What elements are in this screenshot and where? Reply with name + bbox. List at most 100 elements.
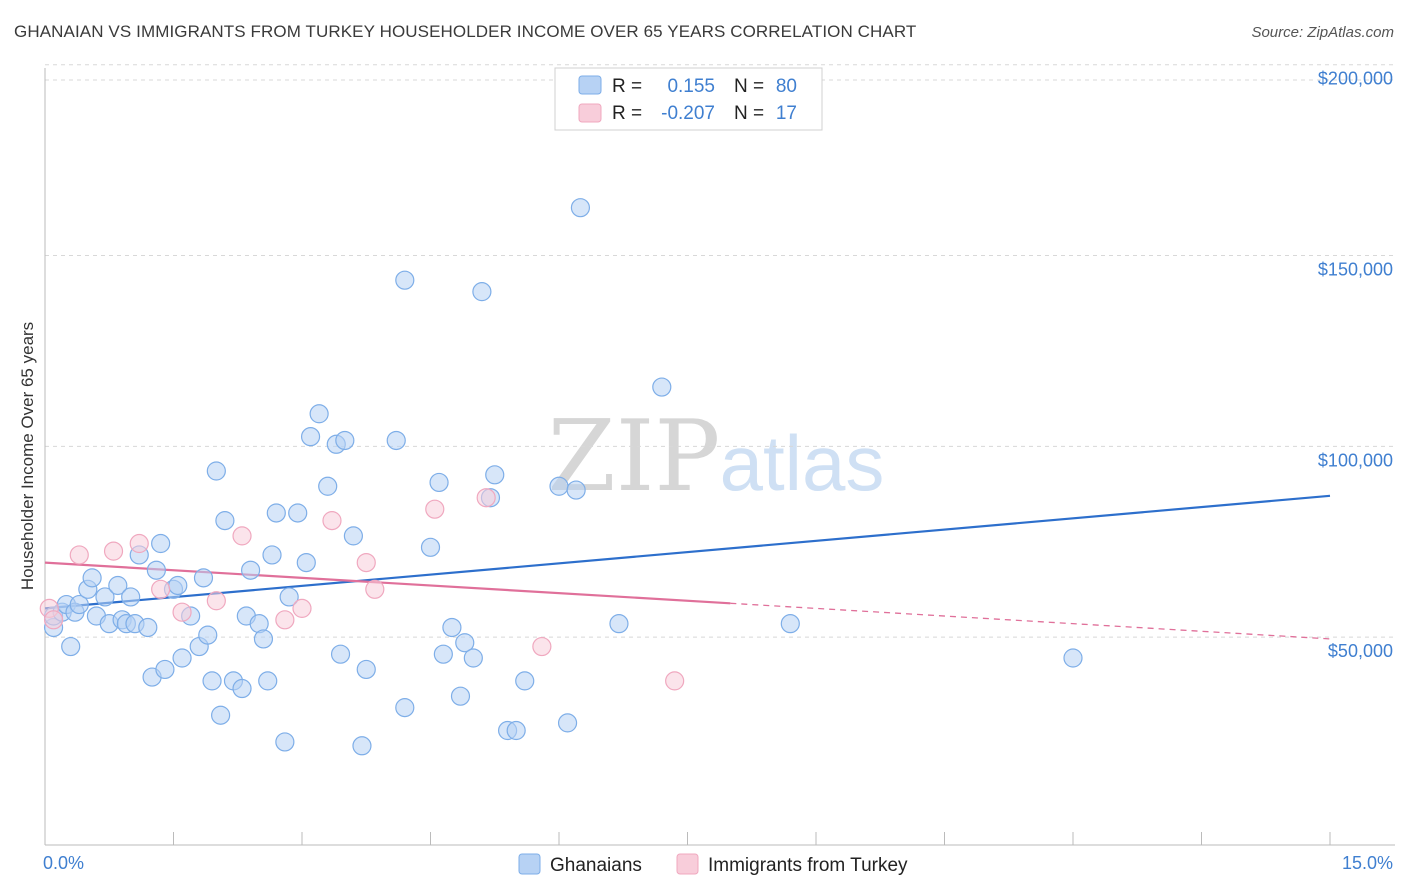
point-ghanaian <box>262 545 282 565</box>
point-ghanaian <box>395 270 415 290</box>
point-ghanaian <box>198 625 218 645</box>
y-tick-label: $200,000 <box>1318 69 1393 89</box>
point-turkey <box>206 591 226 611</box>
point-ghanaian <box>309 404 329 424</box>
point-ghanaian <box>780 614 800 634</box>
point-ghanaian <box>609 614 629 634</box>
axes <box>44 68 1395 846</box>
point-ghanaian <box>455 633 475 653</box>
point-ghanaian <box>549 476 569 496</box>
point-ghanaian <box>193 568 214 588</box>
point-ghanaian <box>463 648 483 668</box>
point-ghanaian <box>318 476 338 496</box>
legend-n-label-1: N = <box>734 76 764 97</box>
point-ghanaian <box>485 465 505 485</box>
point-turkey <box>532 636 552 657</box>
point-ghanaian <box>570 198 591 218</box>
point-ghanaian <box>356 659 376 680</box>
y-tick-label: $50,000 <box>1328 641 1393 661</box>
y-tick-label: $150,000 <box>1318 260 1393 280</box>
legend-r-value-2: -0.207 <box>661 103 715 124</box>
point-ghanaian <box>215 511 235 531</box>
point-ghanaian <box>335 430 355 451</box>
point-turkey <box>103 541 124 561</box>
trend-line-dashed-1 <box>730 602 1331 640</box>
legend-swatch-turkey <box>578 103 602 123</box>
point-ghanaian <box>95 587 115 607</box>
point-ghanaian <box>266 503 286 523</box>
point-ghanaian <box>258 671 278 691</box>
point-turkey <box>356 552 376 573</box>
point-ghanaian <box>121 587 141 607</box>
point-ghanaian <box>138 617 158 638</box>
point-ghanaian <box>288 503 308 523</box>
point-turkey <box>43 610 64 630</box>
point-ghanaian <box>386 430 406 451</box>
point-ghanaian <box>202 671 222 691</box>
point-ghanaian <box>69 594 89 615</box>
point-turkey <box>425 499 445 519</box>
point-ghanaian <box>241 560 261 580</box>
point-ghanaian <box>155 659 175 680</box>
source-attribution: Source: ZipAtlas.com <box>1251 24 1394 41</box>
point-ghanaian <box>472 282 492 302</box>
legend-n-value-2: 17 <box>776 103 797 124</box>
point-ghanaian <box>352 736 372 756</box>
bottom-legend-swatch-ghanaians <box>518 853 541 875</box>
point-ghanaian <box>296 552 316 573</box>
y-tick-label: $100,000 <box>1318 450 1393 470</box>
point-ghanaian <box>506 720 526 741</box>
point-turkey <box>129 533 149 554</box>
point-ghanaian <box>429 472 449 493</box>
tick-labels: $50,000 $100,000 $150,000 $200,000 0.0% 15.0% <box>43 69 1393 873</box>
point-ghanaian <box>1063 648 1083 668</box>
point-turkey <box>232 526 252 546</box>
point-ghanaian <box>330 644 351 664</box>
legend-swatch-ghanaians <box>578 75 602 95</box>
trend-line-0 <box>44 494 1331 610</box>
point-ghanaian <box>253 629 274 649</box>
point-ghanaian <box>515 671 535 691</box>
point-turkey <box>292 598 312 618</box>
point-ghanaian <box>168 575 188 596</box>
legend-n-value-1: 80 <box>776 76 797 97</box>
point-turkey <box>275 610 295 630</box>
point-ghanaian <box>395 698 415 718</box>
point-turkey <box>365 579 385 599</box>
watermark-atlas: atlas <box>720 419 885 507</box>
point-turkey <box>476 488 496 508</box>
legend-n-label-2: N = <box>734 103 764 124</box>
correlation-legend: R = 0.155 N = 80 R = -0.207 N = 17 <box>554 67 823 131</box>
point-ghanaian <box>433 644 453 664</box>
point-ghanaian <box>275 732 295 752</box>
point-ghanaian <box>172 648 192 668</box>
x-tick-label-min: 0.0% <box>43 853 84 873</box>
point-ghanaian <box>82 568 102 588</box>
y-axis-title: Householder Income Over 65 years <box>18 322 37 590</box>
bottom-legend-ghanaians: Ghanaians <box>550 855 642 876</box>
point-turkey <box>322 511 342 531</box>
point-ghanaian <box>108 575 128 596</box>
legend-r-label-1: R = <box>612 76 642 97</box>
point-turkey <box>172 602 192 622</box>
point-ghanaian <box>557 713 578 733</box>
bottom-legend-swatch-turkey <box>676 853 699 875</box>
point-ghanaian <box>652 377 672 397</box>
point-ghanaian <box>146 560 166 580</box>
legend-r-label-2: R = <box>612 103 642 124</box>
bottom-legend-turkey: Immigrants from Turkey <box>708 855 908 876</box>
point-turkey <box>69 545 89 565</box>
gridlines <box>45 64 1395 638</box>
data-points <box>39 198 1083 756</box>
point-ghanaian <box>566 480 586 500</box>
series-legend: Ghanaians Immigrants from Turkey <box>518 853 908 876</box>
point-ghanaian <box>300 427 321 447</box>
point-ghanaian <box>151 533 171 554</box>
legend-r-value-1: 0.155 <box>667 76 715 97</box>
point-ghanaian <box>206 461 226 481</box>
point-ghanaian <box>450 686 471 706</box>
point-ghanaian <box>420 537 441 557</box>
point-ghanaian <box>442 617 462 638</box>
point-ghanaian <box>343 526 363 546</box>
